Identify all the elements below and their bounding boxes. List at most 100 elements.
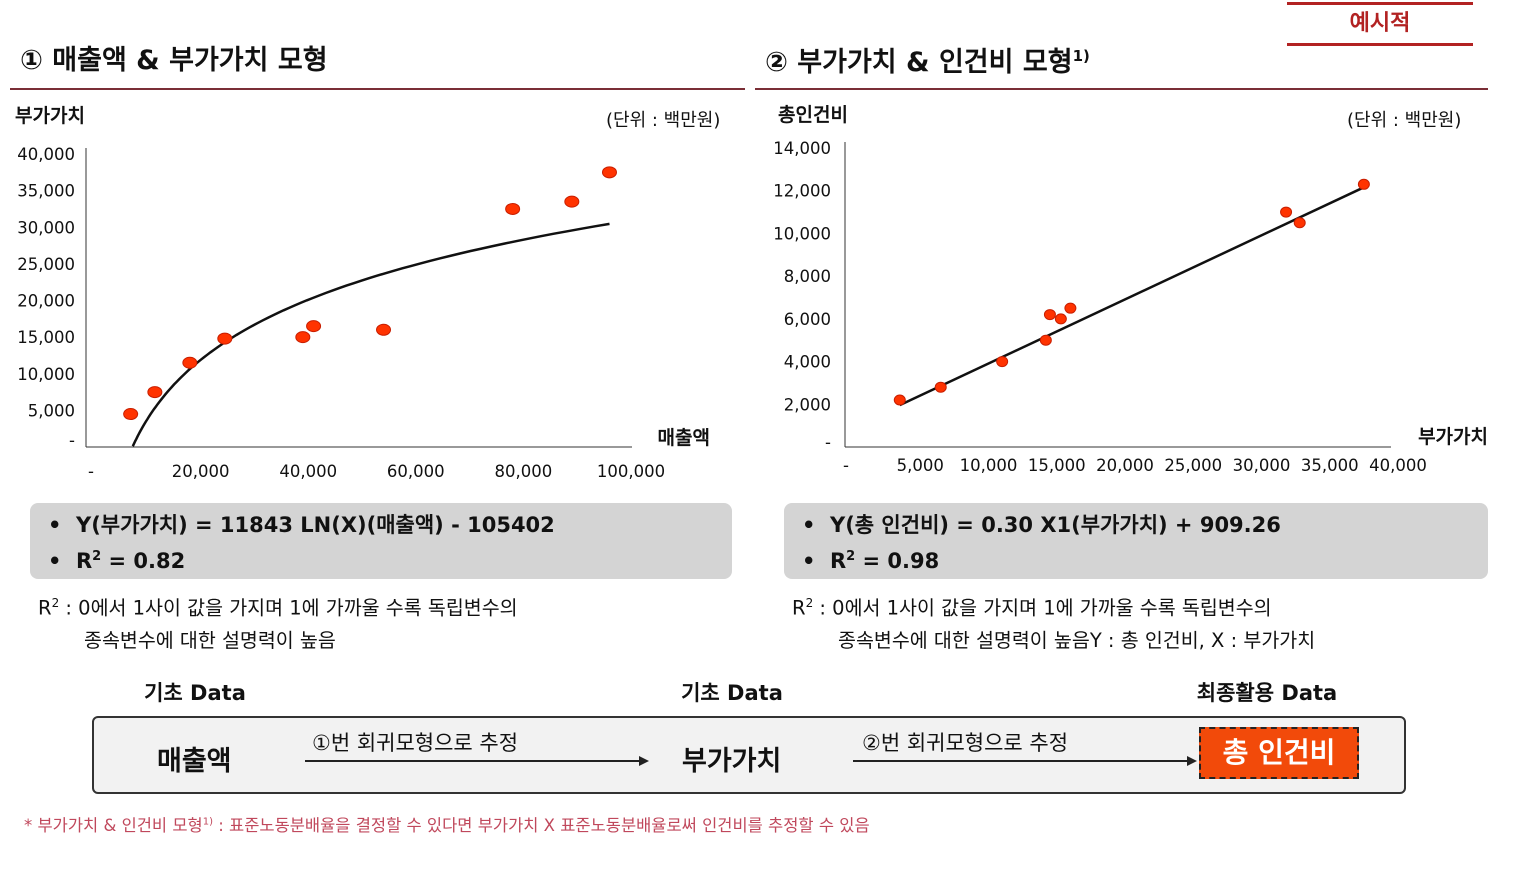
left-chart-y-tick-label: 10,000 [17, 365, 75, 384]
left-scatter-chart: - 5,000 10,000 15,000 20,000 25,000 30,000 35,0… [17, 145, 710, 481]
left-chart-data-point [306, 320, 322, 333]
right-chart-data-point [1064, 302, 1077, 314]
right-scatter-chart: - 2,000 4,000 6,000 8,000 10,000 12,000 14,000 -… [773, 139, 1488, 475]
left-chart-data-point [182, 356, 198, 369]
flow-label-3: 최종활용 Data [1196, 681, 1338, 705]
right-note-line2: 종속변수에 대한 설명력이 높음Y : 총 인건비, X : 부가가치 [838, 628, 1316, 652]
right-chart-data-point [1054, 313, 1067, 325]
right-chart-y-tick-label: 6,000 [784, 310, 831, 329]
left-section-title: ① 매출액 & 부가가치 모형 [20, 45, 328, 76]
left-chart-x-axis-label: 매출액 [658, 427, 710, 449]
flow-label-2: 기초 Data [681, 681, 783, 705]
right-chart-x-tick-label: 5,000 [897, 456, 944, 475]
right-chart-y-tick-label: 10,000 [773, 224, 831, 243]
flow-arrow-1 [305, 756, 649, 766]
right-chart-y-tick-label: 2,000 [784, 395, 831, 414]
right-note-line1: : 0에서 1사이 값을 가지며 1에 가까울 수록 독립변수의 [813, 596, 1272, 620]
left-chart-data-point [564, 195, 580, 208]
right-note-r: R [792, 596, 806, 620]
right-chart-y-tick-label: - [825, 433, 831, 452]
footnote-text: : 표준노동분배율을 결정할 수 있다면 부가가치 X 표준노동분배율로써 인건… [212, 816, 870, 835]
flow-node-sales: 매출액 [157, 746, 232, 777]
left-chart-x-tick-label: - [88, 462, 94, 481]
left-r2-prefix: R [76, 549, 93, 573]
right-equation-box: Y(총 인건비) = 0.30 X1(부가가치) + 909.26 R2 = 0… [784, 503, 1488, 579]
right-chart-data-point [934, 381, 947, 393]
flow-step-1-label: ①번 회귀모형으로 추정 [312, 731, 519, 755]
right-chart-x-tick-label: - [843, 456, 849, 475]
right-title-text: ② 부가가치 & 인건비 모형 [765, 47, 1073, 78]
flow-node-value-added: 부가가치 [682, 746, 782, 777]
left-chart-y-tick-label: 40,000 [17, 145, 75, 164]
left-unit-label: (단위 : 백만원) [606, 110, 721, 131]
left-chart-y-tick-label: 15,000 [17, 328, 75, 347]
flow-step-2-label: ②번 회귀모형으로 추정 [862, 731, 1069, 755]
right-chart-trend-line [899, 186, 1365, 407]
left-chart-y-tick-label: 25,000 [17, 255, 75, 274]
left-note-line1: : 0에서 1사이 값을 가지며 1에 가까울 수록 독립변수의 [59, 596, 518, 620]
right-chart-x-tick-label: 25,000 [1164, 456, 1222, 475]
left-y-axis-title: 부가가치 [15, 105, 85, 127]
left-equation: Y(부가가치) = 11843 LN(X)(매출액) - 105402 [48, 509, 732, 541]
right-r2-value: = 0.98 [855, 549, 940, 573]
left-chart-y-tick-label: - [69, 431, 75, 450]
right-chart-data-point [1357, 178, 1370, 190]
right-chart-data-point [1293, 217, 1306, 229]
example-badge: 예시적 [1287, 2, 1473, 46]
flow-node-total-labor-cost: 총 인건비 [1199, 727, 1359, 779]
footnote-sup: 1) [202, 816, 213, 828]
right-chart-x-tick-label: 40,000 [1369, 456, 1427, 475]
right-chart-x-tick-label: 15,000 [1028, 456, 1086, 475]
left-chart-x-tick-label: 60,000 [387, 462, 445, 481]
right-chart-x-tick-label: 10,000 [960, 456, 1018, 475]
left-chart-data-point [601, 166, 617, 179]
left-chart-data-point [123, 408, 139, 421]
right-title-rule [755, 88, 1488, 90]
right-chart-x-axis-label: 부가가치 [1418, 426, 1488, 448]
right-r2-prefix: R [830, 549, 847, 573]
right-note-sup: 2 [805, 596, 814, 610]
right-chart-x-tick-label: 30,000 [1233, 456, 1291, 475]
left-chart-x-tick-label: 100,000 [597, 462, 665, 481]
left-r2-note: R2 : 0에서 1사이 값을 가지며 1에 가까울 수록 독립변수의 종속변수… [38, 587, 518, 657]
right-equation: Y(총 인건비) = 0.30 X1(부가가치) + 909.26 [802, 509, 1488, 541]
right-r2-line: R2 = 0.98 [802, 541, 1488, 577]
left-chart-y-tick-label: 30,000 [17, 218, 75, 237]
right-chart-y-tick-label: 8,000 [784, 267, 831, 286]
left-chart-trend-line [131, 222, 610, 447]
right-chart-y-tick-label: 14,000 [773, 139, 831, 158]
left-chart-x-tick-label: 40,000 [279, 462, 337, 481]
left-r2-value: = 0.82 [101, 549, 186, 573]
footnote-prefix: * 부가가치 & 인건비 모형 [24, 816, 203, 835]
left-note-line2: 종속변수에 대한 설명력이 높음 [84, 628, 336, 652]
flow-label-1: 기초 Data [144, 681, 246, 705]
right-chart-data-point [996, 356, 1009, 368]
right-y-axis-title: 총인건비 [778, 104, 848, 126]
flow-arrow-2 [853, 756, 1197, 766]
right-title-sup: 1) [1072, 47, 1090, 65]
left-equation-box: Y(부가가치) = 11843 LN(X)(매출액) - 105402 R2 =… [30, 503, 732, 579]
right-chart-x-tick-label: 20,000 [1096, 456, 1154, 475]
flow-box [92, 716, 1406, 794]
left-chart-data-point [147, 386, 163, 399]
left-chart-y-tick-label: 20,000 [17, 292, 75, 311]
left-title-rule [10, 88, 745, 90]
right-chart-y-tick-label: 12,000 [773, 182, 831, 201]
right-chart-data-point [1043, 309, 1056, 321]
right-chart-data-point [1039, 334, 1052, 346]
left-chart-data-point [505, 202, 521, 215]
left-chart-y-tick-label: 35,000 [17, 182, 75, 201]
left-chart-data-point [217, 332, 233, 345]
left-r2-sup: 2 [92, 549, 102, 564]
left-chart-x-tick-label: 80,000 [495, 462, 553, 481]
left-chart-x-tick-label: 20,000 [172, 462, 230, 481]
footnote: * 부가가치 & 인건비 모형1) : 표준노동분배율을 결정할 수 있다면 부… [24, 812, 870, 836]
right-chart-data-point [893, 394, 906, 406]
right-chart-data-point [1280, 206, 1293, 218]
right-section-title: ② 부가가치 & 인건비 모형1) [765, 40, 1090, 79]
left-chart-data-point [295, 331, 311, 344]
right-r2-sup: 2 [846, 549, 856, 564]
right-r2-note: R2 : 0에서 1사이 값을 가지며 1에 가까울 수록 독립변수의 종속변수… [792, 587, 1315, 657]
right-chart-y-tick-label: 4,000 [784, 353, 831, 372]
right-chart-x-tick-label: 35,000 [1301, 456, 1359, 475]
